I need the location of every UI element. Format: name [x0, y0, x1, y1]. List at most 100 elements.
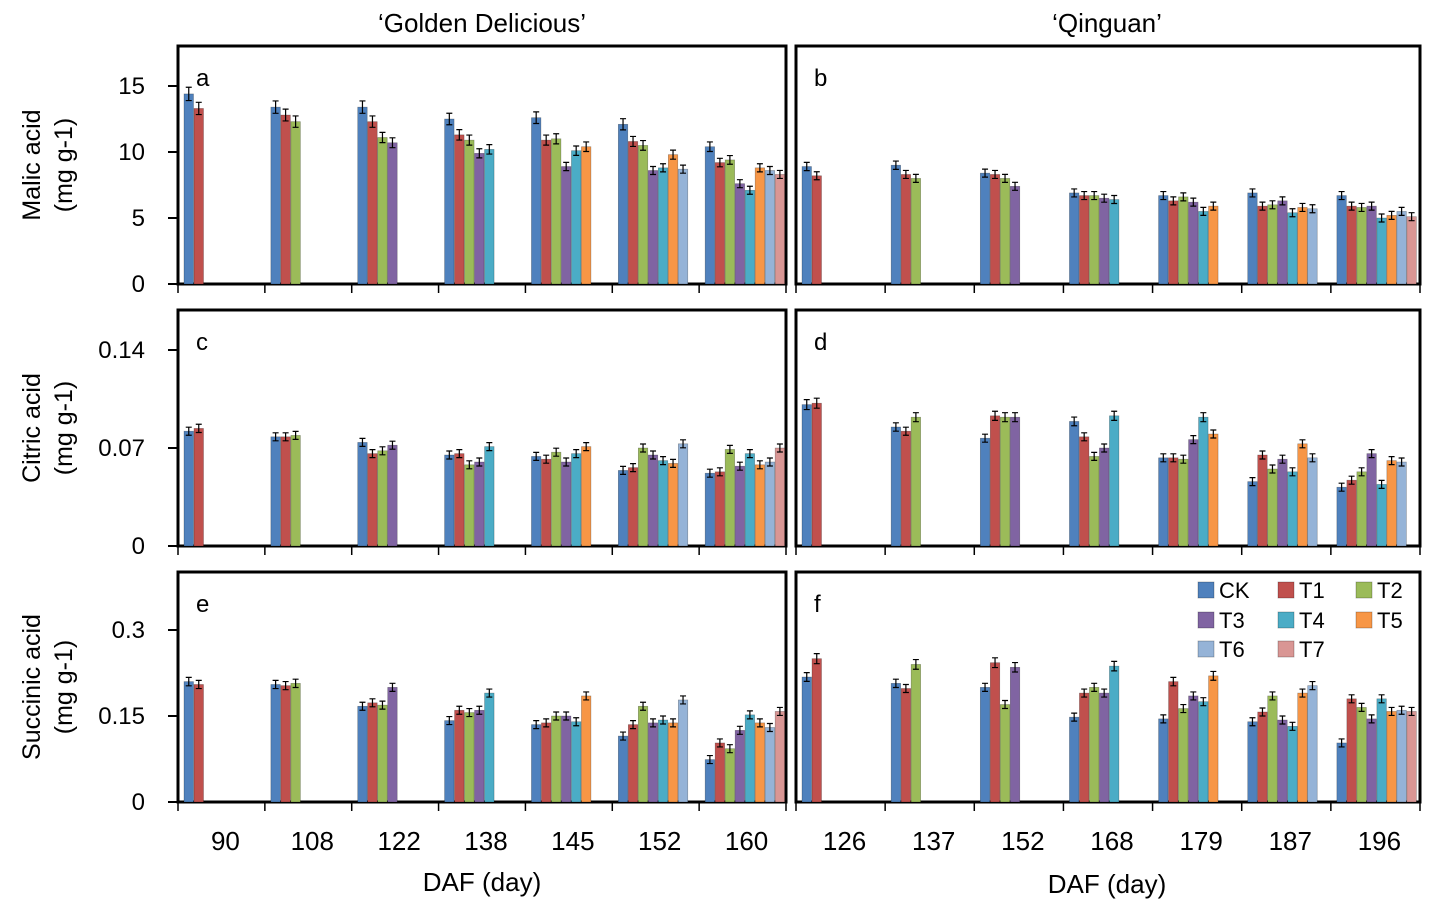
error-bar: [1180, 454, 1187, 464]
bar-d-126-T1: [811, 402, 822, 547]
bar-c-122-CK: [357, 442, 368, 547]
error-bar: [1338, 190, 1345, 201]
bar-d-168-T1: [1079, 436, 1090, 547]
error-bar: [776, 443, 783, 453]
error-bar: [1210, 670, 1217, 681]
panel-a: 0 5 10 15 a Malic acid (mg g-1): [18, 44, 788, 298]
bar-c-145-T5: [581, 446, 592, 547]
error-bar: [726, 154, 733, 165]
bar-e-152-T3: [647, 722, 659, 803]
error-bar: [389, 137, 396, 149]
panel-b: b: [794, 44, 1422, 293]
bar-b-196-CK: [1336, 195, 1347, 285]
error-bar: [982, 682, 989, 692]
bar-b-179-T2: [1178, 196, 1189, 285]
bar-a-160-T2: [724, 159, 735, 285]
bar-b-196-T7: [1406, 216, 1417, 285]
error-bar: [1210, 201, 1217, 211]
y-axis-unit-a: (mg g-1): [50, 118, 78, 212]
y-tick-label: 0.14: [98, 337, 145, 364]
error-bar: [706, 468, 713, 478]
bar-e-122-T3: [387, 687, 398, 803]
bar-f-126-T1: [811, 658, 822, 803]
bar-b-168-CK: [1069, 192, 1080, 285]
legend-label-T5: T5: [1377, 608, 1403, 633]
bar-a-152-T1: [627, 141, 639, 285]
bar-f-168-T3: [1099, 692, 1110, 803]
bar-b-187-T6: [1307, 208, 1318, 285]
bar-a-145-T1: [541, 139, 552, 285]
legend-label-CK: CK: [1219, 578, 1250, 603]
legend-swatch-T5: [1355, 611, 1373, 629]
error-bar: [292, 115, 299, 128]
error-bar: [1279, 715, 1286, 725]
x-tick-label: 160: [725, 826, 768, 856]
error-bar: [640, 139, 647, 151]
bar-c-108-T2: [290, 435, 301, 547]
y-axis-label-e: Succinic acid: [18, 614, 46, 760]
legend-label-T7: T7: [1299, 637, 1325, 662]
error-bar: [456, 449, 463, 459]
bar-e-152-T5: [667, 722, 679, 803]
x-axis-label-left: DAF (day): [423, 867, 541, 897]
error-bar: [1388, 210, 1395, 220]
bar-e-108-T1: [280, 685, 291, 803]
bar-d-179-T3: [1188, 439, 1199, 547]
error-bar: [1309, 204, 1316, 214]
bar-e-152-CK: [617, 735, 629, 803]
error-bar: [282, 432, 289, 442]
bar-d-168-T4: [1109, 415, 1120, 547]
bar-c-138-CK: [444, 454, 455, 547]
bar-b-168-T1: [1079, 195, 1090, 285]
panel-letter-f: f: [814, 591, 821, 618]
error-bar: [1388, 456, 1395, 466]
error-bar: [272, 432, 279, 442]
panel-c: 0 0.07 0.14 c Citric acid (mg g-1): [18, 308, 788, 560]
bar-a-108-CK: [270, 106, 281, 285]
bar-d-152-CK: [979, 437, 991, 547]
bar-e-138-CK: [444, 720, 455, 803]
error-bar: [680, 164, 687, 174]
error-bar: [766, 722, 773, 733]
bar-a-152-T6: [677, 168, 689, 285]
y-tick-label: 0: [132, 789, 145, 816]
error-bar: [1259, 707, 1266, 717]
bar-d-152-T2: [999, 416, 1011, 547]
bar-e-160-T3: [734, 730, 745, 803]
bar-e-152-T2: [637, 705, 649, 803]
bar-b-168-T2: [1089, 195, 1100, 285]
bar-a-160-T5: [754, 167, 765, 285]
error-bar: [892, 160, 899, 170]
bar-c-160-T7: [774, 447, 785, 547]
bar-e-160-T7: [774, 711, 785, 803]
bar-e-138-T3: [474, 709, 485, 803]
error-bar: [1289, 467, 1296, 477]
x-tick-label: 179: [1179, 826, 1222, 856]
error-bar: [292, 678, 299, 689]
panel-d: d: [794, 308, 1422, 555]
error-bar: [1348, 694, 1355, 704]
bar-b-187-T5: [1297, 207, 1308, 285]
error-bar: [912, 658, 919, 670]
x-tick-label: 90: [211, 826, 240, 856]
y-axis-label-a: Malic acid: [18, 109, 46, 220]
legend-label-T1: T1: [1299, 578, 1325, 603]
error-bar: [185, 86, 192, 102]
error-bar: [1378, 479, 1385, 489]
y-tick-label: 15: [118, 73, 145, 100]
bar-d-187-T5: [1297, 443, 1308, 547]
error-bar: [1348, 475, 1355, 485]
error-bar: [466, 707, 473, 718]
bar-a-122-T2: [377, 137, 388, 285]
legend-swatch-T7: [1277, 640, 1295, 658]
error-bar: [389, 440, 396, 450]
error-bar: [756, 163, 763, 173]
bar-a-160-T7: [774, 174, 785, 285]
bar-f-168-T4: [1109, 665, 1120, 803]
bar-c-160-T2: [724, 449, 735, 547]
error-bar: [456, 129, 463, 141]
bar-a-160-T1: [714, 162, 725, 285]
error-bar: [1170, 196, 1177, 206]
error-bar: [1081, 190, 1088, 201]
error-bar: [573, 449, 580, 459]
